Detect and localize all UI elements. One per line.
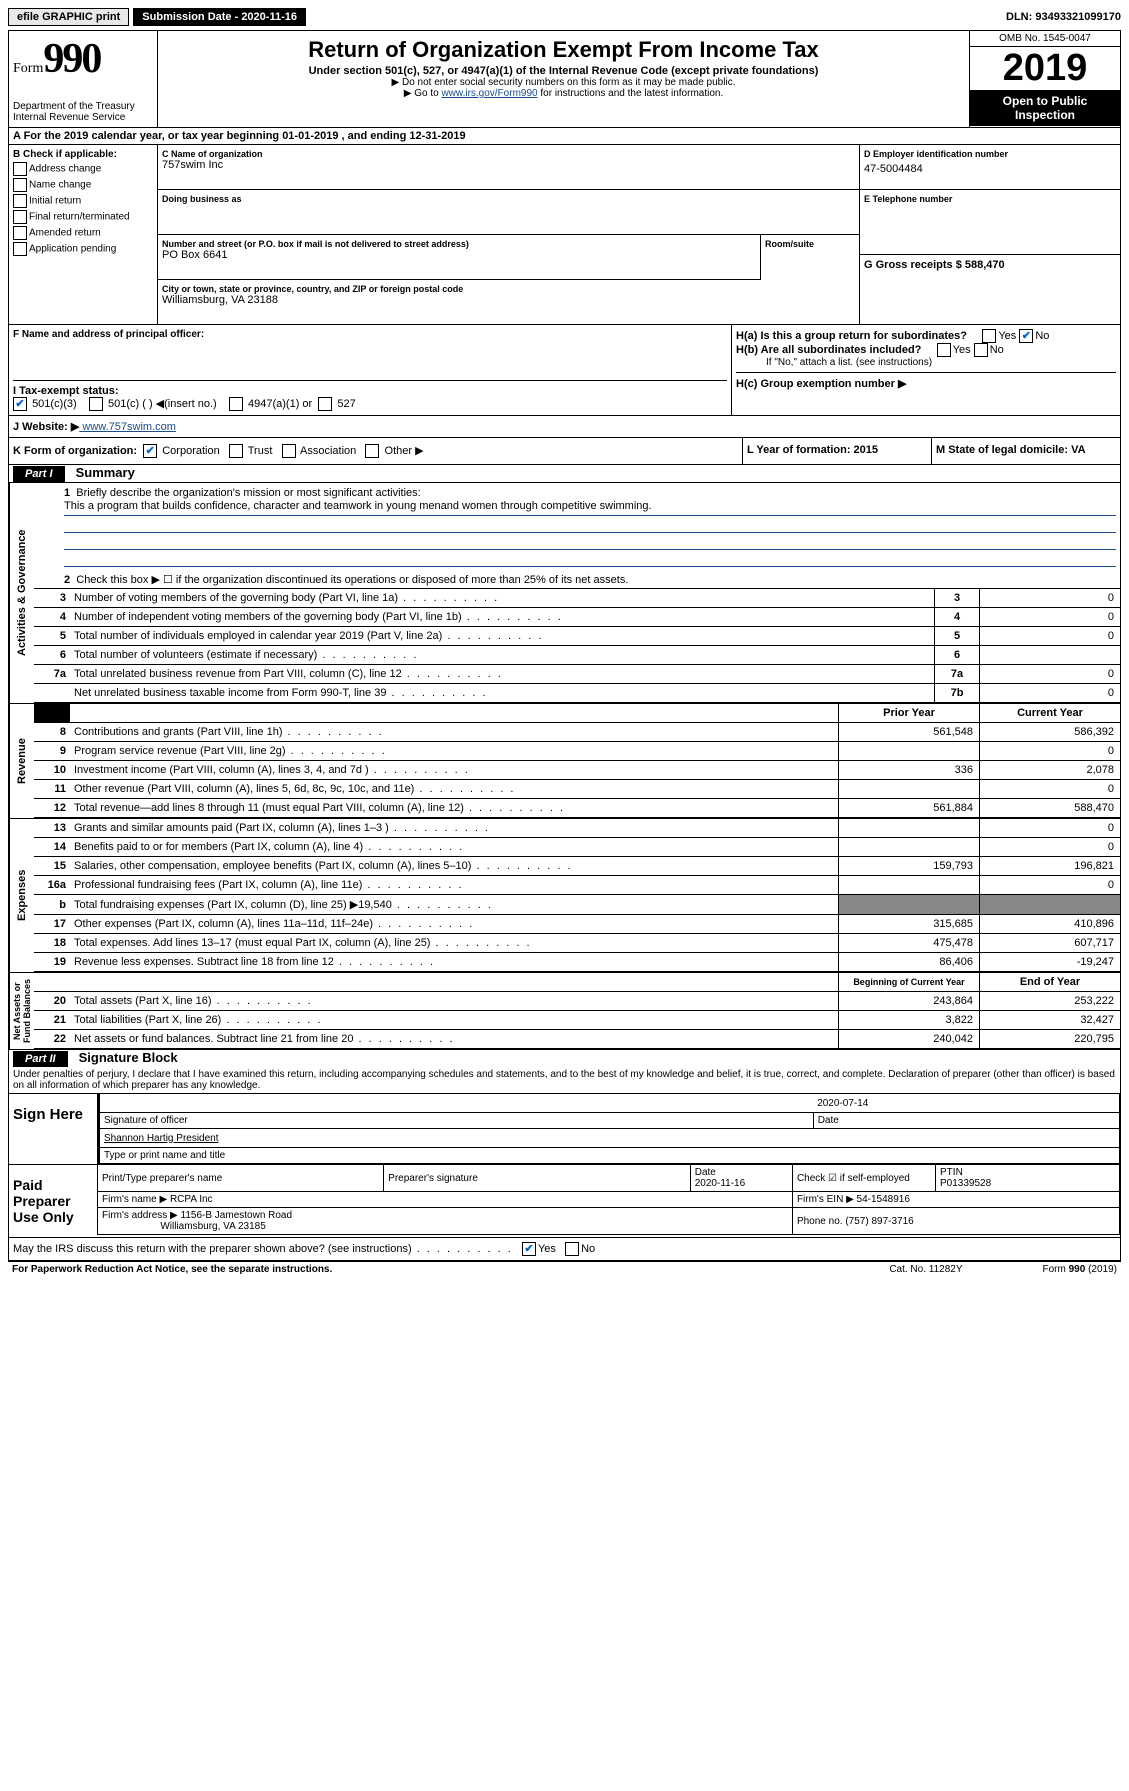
omb-number: OMB No. 1545-0047 xyxy=(970,31,1120,47)
row-j-website: J Website: ▶ www.757swim.com xyxy=(9,416,1120,438)
perjury-text: Under penalties of perjury, I declare th… xyxy=(9,1067,1120,1093)
part1-header-row: Part I Summary xyxy=(9,465,1120,483)
mission-text: This a program that builds confidence, c… xyxy=(64,499,1116,516)
f-officer-label: F Name and address of principal officer: xyxy=(13,329,727,340)
top-bar: efile GRAPHIC print Submission Date - 20… xyxy=(8,8,1121,26)
section-b-through-g: B Check if applicable: Address change Na… xyxy=(9,145,1120,325)
k-corp-checkbox[interactable] xyxy=(143,444,157,458)
note-link: ▶ Go to www.irs.gov/Form990 for instruct… xyxy=(162,88,965,99)
form-number: Form990 xyxy=(13,35,153,83)
part2-title: Signature Block xyxy=(71,1050,178,1065)
discuss-row: May the IRS discuss this return with the… xyxy=(9,1237,1120,1260)
row-f-h: F Name and address of principal officer:… xyxy=(9,325,1120,416)
line2-text: Check this box ▶ ☐ if the organization d… xyxy=(76,574,628,586)
discuss-no-checkbox[interactable] xyxy=(565,1242,579,1256)
footer: For Paperwork Reduction Act Notice, see … xyxy=(8,1261,1121,1277)
efile-button[interactable]: efile GRAPHIC print xyxy=(8,8,129,26)
sign-here-section: Sign Here 2020-07-14 Signature of office… xyxy=(9,1093,1120,1164)
section-revenue: Revenue Prior YearCurrent Year 8Contribu… xyxy=(9,704,1120,819)
part1-badge: Part I xyxy=(13,466,65,482)
c-addr-label: Number and street (or P.O. box if mail i… xyxy=(162,239,756,249)
row-k-l-m: K Form of organization: Corporation Trus… xyxy=(9,438,1120,465)
section-expenses: Expenses 13Grants and similar amounts pa… xyxy=(9,819,1120,973)
col-b-checkboxes: B Check if applicable: Address change Na… xyxy=(9,145,158,324)
line1-label: Briefly describe the organization's miss… xyxy=(76,487,420,499)
label-netassets: Net Assets orFund Balances xyxy=(9,973,34,1049)
dept-text: Department of the Treasury xyxy=(13,101,153,112)
i-label: I Tax-exempt status: xyxy=(13,385,119,397)
i-501c-checkbox[interactable] xyxy=(89,397,103,411)
m-state: M State of legal domicile: VA xyxy=(932,438,1120,464)
discuss-yes-checkbox[interactable] xyxy=(522,1242,536,1256)
submission-button[interactable]: Submission Date - 2020-11-16 xyxy=(133,8,306,26)
form-header: Form990 Department of the Treasury Inter… xyxy=(9,31,1120,128)
hc-text: H(c) Group exemption number ▶ xyxy=(736,372,1116,390)
revenue-table: Prior YearCurrent Year 8Contributions an… xyxy=(34,704,1120,818)
d-ein-label: D Employer identification number xyxy=(864,149,1116,159)
section-netassets: Net Assets orFund Balances Beginning of … xyxy=(9,973,1120,1050)
k-trust-checkbox[interactable] xyxy=(229,444,243,458)
tax-year: 2019 xyxy=(970,47,1120,90)
website-link[interactable]: www.757swim.com xyxy=(79,421,176,433)
label-expenses: Expenses xyxy=(9,819,34,972)
row-a-calendar: A For the 2019 calendar year, or tax yea… xyxy=(9,128,1120,145)
c-name-value: 757swim Inc xyxy=(162,159,855,171)
form-subtitle: Under section 501(c), 527, or 4947(a)(1)… xyxy=(162,65,965,77)
footer-right: Form 990 (2019) xyxy=(1043,1264,1117,1275)
i-527-checkbox[interactable] xyxy=(318,397,332,411)
ha-text: H(a) Is this a group return for subordin… xyxy=(736,329,1116,343)
part2-badge: Part II xyxy=(13,1051,68,1067)
k-other-checkbox[interactable] xyxy=(365,444,379,458)
l-year: L Year of formation: 2015 xyxy=(743,438,932,464)
footer-left: For Paperwork Reduction Act Notice, see … xyxy=(12,1264,332,1275)
h-note: If "No," attach a list. (see instruction… xyxy=(736,357,1116,368)
open-public-badge: Open to Public Inspection xyxy=(970,90,1120,126)
footer-catno: Cat. No. 11282Y xyxy=(889,1264,962,1275)
c-addr-value: PO Box 6641 xyxy=(162,249,756,261)
paid-preparer-label: Paid Preparer Use Only xyxy=(9,1165,97,1237)
form-container: Form990 Department of the Treasury Inter… xyxy=(8,30,1121,1261)
i-501c3-checkbox[interactable] xyxy=(13,397,27,411)
dln-text: DLN: 93493321099170 xyxy=(1006,11,1121,23)
section-governance: Activities & Governance 1 Briefly descri… xyxy=(9,483,1120,704)
c-room-label: Room/suite xyxy=(765,239,855,249)
netassets-table: Beginning of Current YearEnd of Year 20T… xyxy=(34,973,1120,1049)
c-name-label: C Name of organization xyxy=(162,149,855,159)
expenses-table: 13Grants and similar amounts paid (Part … xyxy=(34,819,1120,972)
d-ein-value: 47-5004484 xyxy=(864,163,1116,175)
c-dba-label: Doing business as xyxy=(162,194,855,204)
paid-preparer-section: Paid Preparer Use Only Print/Type prepar… xyxy=(9,1164,1120,1237)
label-governance: Activities & Governance xyxy=(9,483,34,703)
governance-table: 3Number of voting members of the governi… xyxy=(34,589,1120,703)
k-assoc-checkbox[interactable] xyxy=(282,444,296,458)
c-city-value: Williamsburg, VA 23188 xyxy=(162,294,855,306)
note-ssn: ▶ Do not enter social security numbers o… xyxy=(162,77,965,88)
form-title: Return of Organization Exempt From Incom… xyxy=(162,37,965,63)
hb-text: H(b) Are all subordinates included? Yes … xyxy=(736,343,1116,357)
i-4947-checkbox[interactable] xyxy=(229,397,243,411)
irs-text: Internal Revenue Service xyxy=(13,112,153,123)
c-city-label: City or town, state or province, country… xyxy=(162,284,855,294)
g-gross-label: G Gross receipts $ 588,470 xyxy=(864,259,1005,271)
sign-here-label: Sign Here xyxy=(9,1094,97,1164)
part1-title: Summary xyxy=(68,465,135,480)
label-revenue: Revenue xyxy=(9,704,34,818)
part2-header-row: Part II Signature Block xyxy=(9,1050,1120,1067)
e-phone-label: E Telephone number xyxy=(864,194,1116,204)
irs-link[interactable]: www.irs.gov/Form990 xyxy=(441,88,537,99)
